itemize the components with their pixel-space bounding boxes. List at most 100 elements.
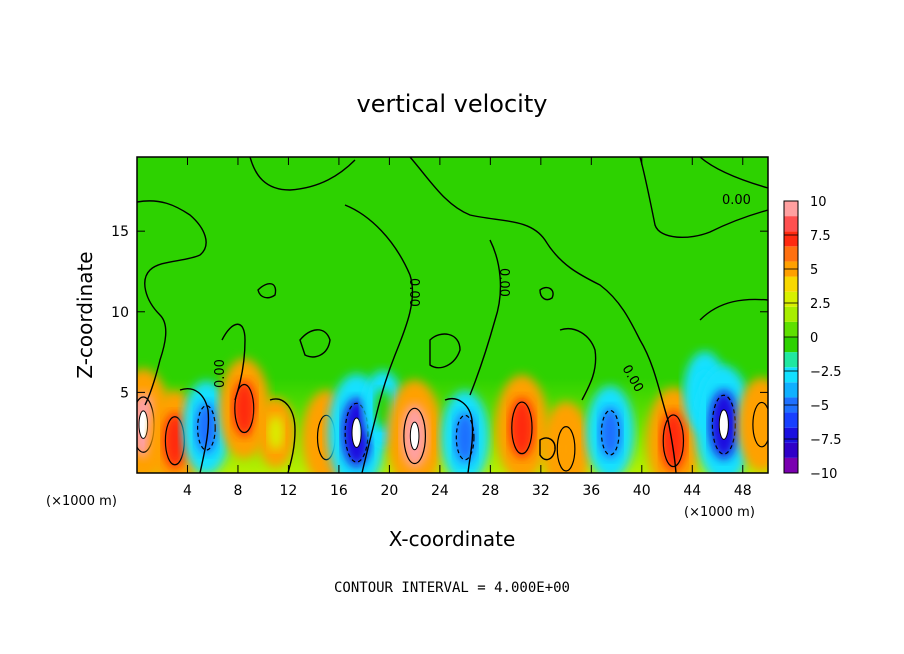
colorbar-tick-label: −10	[810, 467, 837, 482]
velocity-cell	[182, 380, 231, 473]
cell-contour	[234, 383, 255, 434]
colorbar-tick-label: −7.5	[810, 433, 842, 448]
zero-contour-line	[539, 437, 556, 461]
x-tick-label: 24	[431, 483, 449, 499]
x-tick-label: 12	[280, 483, 298, 499]
colorbar-tick-label: 2.5	[810, 297, 831, 312]
x-tick-label: 28	[481, 483, 499, 499]
cell-core	[232, 380, 257, 437]
velocity-cell	[441, 390, 490, 473]
colorbar-band	[784, 337, 798, 353]
contour-label: 0.00	[213, 359, 228, 388]
contour-labels: 0.00 0.00 0.00 0.00 0.00	[213, 193, 751, 395]
plot-frame	[136, 156, 769, 474]
cell-contour	[600, 409, 620, 456]
zero-contour-line	[539, 286, 554, 301]
y-axis-title: Z-coordinate	[73, 251, 97, 378]
x-tick-label: 44	[683, 483, 701, 499]
colorbar-tick-label: −5	[810, 399, 829, 414]
colorbar-band	[784, 231, 798, 247]
cell-contour	[511, 401, 533, 455]
zero-contour-line	[409, 157, 677, 473]
zero-contour-line	[221, 323, 246, 401]
colorbar-band	[784, 216, 798, 232]
x-tick-label: 16	[330, 483, 348, 499]
velocity-cell	[542, 401, 591, 473]
contour-interval-note: CONTOUR INTERVAL = 4.000E+00	[334, 580, 570, 596]
colorbar-band	[784, 306, 798, 322]
colorbar-band	[784, 427, 798, 443]
x-tick-label: 48	[734, 483, 752, 499]
x-tick-label: 40	[633, 483, 651, 499]
colorbar-band	[784, 412, 798, 428]
zero-contour-line	[429, 333, 461, 369]
colorbar-band	[784, 352, 798, 368]
colorbar-band	[784, 246, 798, 262]
contour-label: 0.00	[406, 278, 421, 307]
cell-core	[453, 411, 477, 464]
colorbar-tick-label: 7.5	[810, 229, 831, 244]
cell-core	[162, 412, 187, 469]
y-tick-label: 10	[111, 305, 129, 321]
cell-core	[509, 397, 535, 458]
cell-peak	[409, 421, 420, 451]
x-tick-label: 8	[233, 483, 242, 499]
colorbar-band	[784, 291, 798, 307]
x-tick-label: 4	[183, 483, 192, 499]
cell-peak	[718, 409, 729, 440]
cell-core	[554, 422, 578, 473]
colorbar-band	[784, 321, 798, 337]
velocity-cell	[495, 374, 549, 473]
colorbar-tick-label: 5	[810, 263, 818, 278]
cell-peak	[138, 410, 149, 439]
cell-core	[750, 398, 768, 451]
velocity-cell	[586, 385, 635, 473]
cell-contour	[752, 401, 768, 448]
x-axis-unit-left: (×1000 m)	[46, 494, 117, 509]
velocity-cell	[695, 365, 753, 473]
cell-core	[267, 415, 284, 451]
y-axis-ticks: 5 10 15	[111, 224, 768, 401]
velocity-cell	[737, 377, 768, 472]
x-axis-unit-right: (×1000 m)	[684, 505, 755, 520]
cell-core	[599, 406, 622, 459]
cell-contour	[403, 407, 427, 465]
cell-core	[195, 401, 218, 454]
cell-contour	[197, 405, 216, 451]
velocity-cell	[256, 397, 296, 468]
colorbar-tick-label: −2.5	[810, 365, 842, 380]
x-tick-label: 32	[532, 483, 550, 499]
colorbar-band	[784, 201, 798, 217]
x-tick-label: 20	[380, 483, 398, 499]
velocity-cell	[387, 379, 443, 473]
x-axis-title: X-coordinate	[389, 527, 516, 551]
cell-peak	[351, 417, 362, 448]
colorbar-tick-label: 10	[810, 195, 827, 210]
zero-contour-line	[269, 398, 296, 473]
velocity-cells-layer	[137, 351, 768, 473]
cell-core	[374, 388, 392, 429]
colorbar-ticks: 10 7.5 5 2.5 0 −2.5 −5 −7.5 −10	[784, 195, 842, 482]
zero-contour-line	[699, 298, 768, 321]
cell-core	[660, 410, 687, 471]
zero-contour-line	[444, 398, 474, 473]
zero-contour-line	[699, 157, 768, 189]
contour-label: 0.00	[722, 193, 751, 208]
colorbar-tick-label: 0	[810, 331, 818, 346]
plot-area	[136, 156, 769, 474]
zero-contour-line	[639, 157, 768, 239]
zero-contour-line	[137, 200, 207, 406]
colorbar: 10 7.5 5 2.5 0 −2.5 −5 −7.5 −10	[783, 195, 842, 482]
chart-title: vertical velocity	[357, 90, 548, 118]
zero-contour-line	[344, 204, 414, 473]
cell-contour	[711, 394, 736, 455]
zero-contour-line	[299, 329, 331, 358]
colorbar-band	[784, 442, 798, 458]
zero-contour-line	[179, 388, 210, 473]
zero-contour-line	[257, 283, 277, 299]
zero-contour-line	[249, 157, 356, 191]
x-tick-label: 36	[582, 483, 600, 499]
zero-contour-line	[469, 239, 502, 396]
cell-contour	[662, 414, 685, 468]
